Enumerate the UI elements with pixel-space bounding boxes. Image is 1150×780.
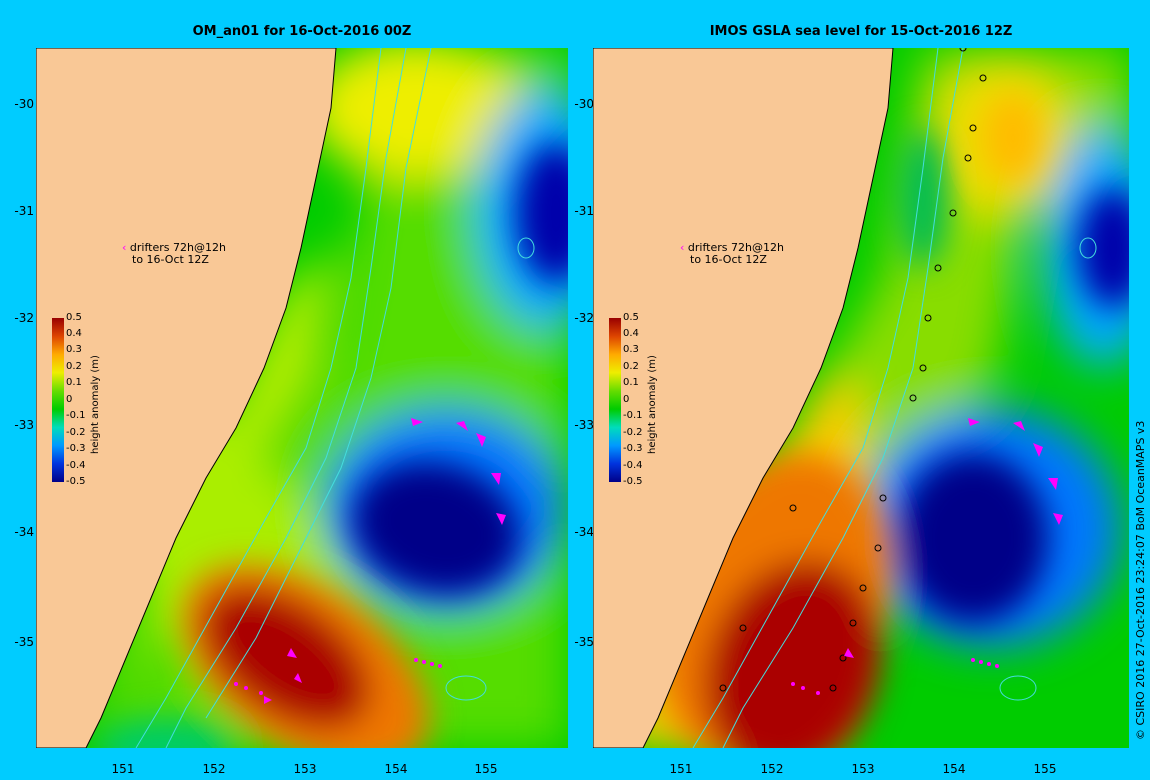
x-tick-label: 153 — [851, 762, 875, 776]
x-tick-label: 155 — [1033, 762, 1057, 776]
y-tick-label: -32 — [574, 311, 594, 325]
y-tick-label: -34 — [14, 525, 34, 539]
colorbar-title: height anomaly (m) — [90, 355, 101, 454]
drifter-arrow-icon: ‹ — [680, 241, 685, 254]
x-tick-label: 152 — [760, 762, 784, 776]
left-map-panel — [36, 48, 568, 748]
y-tick-label: -35 — [574, 635, 594, 649]
colorbar-tick: 0.5 — [66, 312, 82, 323]
right-map-panel — [593, 48, 1129, 748]
colorbar-tick: -0.5 — [623, 476, 643, 487]
y-tick-label: -30 — [14, 97, 34, 111]
drifter-arrow-icon: ‹ — [122, 241, 127, 254]
colorbar-tick: -0.2 — [66, 427, 86, 438]
colorbar-title: height anomaly (m) — [647, 355, 658, 454]
colorbar-tick: -0.5 — [66, 476, 86, 487]
colorbar-tick: -0.4 — [623, 460, 643, 471]
colorbar-tick: -0.3 — [66, 443, 86, 454]
x-tick-label: 155 — [474, 762, 498, 776]
colorbar-tick: -0.2 — [623, 427, 643, 438]
colorbar-tick: -0.4 — [66, 460, 86, 471]
colorbar-tick: -0.1 — [623, 410, 643, 421]
x-tick-label: 154 — [942, 762, 966, 776]
colorbar-tick: 0.1 — [66, 377, 82, 388]
x-tick-label: 151 — [111, 762, 135, 776]
y-tick-label: -35 — [14, 635, 34, 649]
colorbar-ramp — [52, 318, 64, 482]
x-tick-label: 152 — [202, 762, 226, 776]
colorbar-tick: 0.3 — [623, 344, 639, 355]
x-tick-label: 153 — [293, 762, 317, 776]
colorbar-tick: -0.3 — [623, 443, 643, 454]
y-tick-label: -33 — [574, 418, 594, 432]
colorbar-tick: 0.4 — [66, 328, 82, 339]
drifter-legend-line2: to 16-Oct 12Z — [132, 253, 209, 266]
colorbar-ramp — [609, 318, 621, 482]
drifter-legend: ‹ drifters 72h@12h to 16-Oct 12Z — [680, 242, 784, 266]
y-tick-label: -33 — [14, 418, 34, 432]
y-tick-label: -32 — [14, 311, 34, 325]
y-tick-label: -30 — [574, 97, 594, 111]
y-tick-label: -34 — [574, 525, 594, 539]
right-map-title: IMOS GSLA sea level for 15-Oct-2016 12Z — [709, 24, 1013, 39]
left-map-title: OM_an01 for 16-Oct-2016 00Z — [192, 24, 412, 39]
colorbar-tick: 0.1 — [623, 377, 639, 388]
credit-label: © CSIRO 2016 27-Oct-2016 23:24:07 BoM Oc… — [1134, 420, 1147, 740]
credit-text: © CSIRO 2016 27-Oct-2016 23:24:07 BoM Oc… — [1132, 380, 1147, 740]
colorbar-tick: 0.2 — [623, 361, 639, 372]
y-tick-label: -31 — [574, 204, 594, 218]
drifter-legend-line1: drifters 72h@12h — [129, 241, 226, 254]
colorbar-tick: 0.2 — [66, 361, 82, 372]
drifter-legend-line2: to 16-Oct 12Z — [690, 253, 767, 266]
colorbar-tick: 0 — [623, 394, 630, 405]
colorbar: 0.5 0.4 0.3 0.2 0.1 0 -0.1 -0.2 -0.3 -0.… — [52, 312, 122, 489]
y-tick-label: -31 — [14, 204, 34, 218]
drifter-legend: ‹ drifters 72h@12h to 16-Oct 12Z — [122, 242, 226, 266]
colorbar-tick: 0.3 — [66, 344, 82, 355]
colorbar-tick: -0.1 — [66, 410, 86, 421]
x-tick-label: 151 — [669, 762, 693, 776]
x-tick-label: 154 — [384, 762, 408, 776]
colorbar-tick: 0.5 — [623, 312, 639, 323]
colorbar-tick: 0.4 — [623, 328, 639, 339]
colorbar: 0.5 0.4 0.3 0.2 0.1 0 -0.1 -0.2 -0.3 -0.… — [609, 312, 679, 489]
drifter-legend-line1: drifters 72h@12h — [687, 241, 784, 254]
colorbar-tick: 0 — [66, 394, 73, 405]
